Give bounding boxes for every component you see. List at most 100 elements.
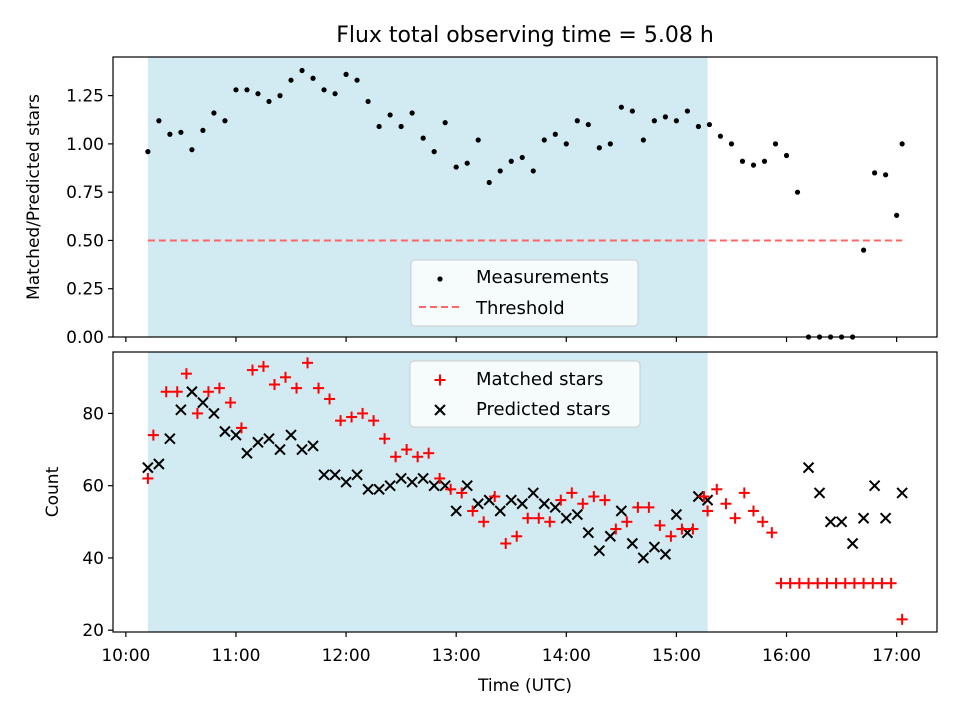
x-tick-label: 12:00 bbox=[322, 646, 371, 666]
predicted-star-marker bbox=[846, 537, 859, 550]
predicted-star-marker bbox=[802, 461, 815, 474]
measurement-point bbox=[860, 247, 867, 253]
matched-star-marker bbox=[147, 429, 159, 441]
measurement-point bbox=[508, 158, 514, 164]
matched-star-marker bbox=[738, 487, 750, 499]
measurement-point bbox=[299, 67, 305, 74]
predicted-star-marker bbox=[582, 526, 595, 539]
predicted-star-marker bbox=[384, 479, 396, 492]
matched-star-marker bbox=[511, 530, 523, 542]
marker-stroke bbox=[274, 443, 286, 456]
predicted-star-marker bbox=[670, 508, 683, 521]
marker-stroke bbox=[637, 552, 650, 564]
matched-star-marker bbox=[180, 368, 192, 380]
matched-star-marker bbox=[324, 393, 336, 405]
measurement-point bbox=[640, 137, 646, 143]
measurement-point bbox=[189, 147, 195, 153]
predicted-star-marker bbox=[879, 512, 892, 524]
marker-stroke bbox=[494, 505, 506, 517]
y-axis-label: Count bbox=[43, 466, 63, 517]
bottom-legend: Matched stars Predicted stars bbox=[409, 360, 641, 428]
marker-stroke bbox=[615, 505, 628, 517]
matched-star-marker bbox=[313, 382, 325, 394]
predicted-star-marker bbox=[373, 483, 385, 495]
predicted-star-marker bbox=[241, 447, 253, 459]
marker-stroke bbox=[835, 516, 848, 528]
marker-stroke bbox=[802, 461, 815, 474]
measurement-point bbox=[167, 131, 173, 137]
marker-stroke bbox=[813, 487, 826, 499]
predicted-star-marker bbox=[186, 386, 198, 398]
matched-star-marker bbox=[621, 516, 633, 528]
matched-star-marker bbox=[676, 523, 688, 535]
predicted-star-marker bbox=[516, 498, 528, 510]
marker-stroke bbox=[362, 483, 374, 495]
y-tick-label: 1.00 bbox=[66, 135, 104, 155]
matched-star-marker bbox=[803, 577, 815, 589]
predicted-star-marker bbox=[208, 407, 220, 420]
matched-star-marker bbox=[729, 512, 741, 524]
marker-stroke bbox=[670, 508, 683, 521]
legend-frame bbox=[409, 360, 641, 428]
predicted-star-marker bbox=[461, 479, 473, 492]
measurement-point bbox=[629, 108, 635, 114]
chart-title: Flux total observing time = 5.08 h bbox=[336, 23, 714, 48]
predicted-star-marker bbox=[406, 476, 418, 488]
matched-star-marker bbox=[876, 577, 888, 589]
x-tick-label: 14:00 bbox=[542, 646, 591, 666]
y-tick-label: 20 bbox=[82, 621, 104, 641]
x-tick-label: 13:00 bbox=[432, 646, 481, 666]
measurement-point bbox=[783, 152, 790, 159]
marker-stroke bbox=[461, 479, 473, 492]
matched-star-marker bbox=[747, 505, 759, 517]
marker-stroke bbox=[879, 512, 892, 524]
predicted-star-marker bbox=[285, 429, 297, 441]
matched-star-marker bbox=[522, 512, 534, 524]
measurement-point bbox=[453, 164, 459, 170]
x-tick-label: 17:00 bbox=[872, 646, 921, 666]
legend-label: Matched stars bbox=[476, 369, 603, 390]
measurement-point bbox=[883, 172, 889, 178]
predicted-star-marker bbox=[637, 552, 650, 564]
matched-star-marker bbox=[434, 472, 446, 484]
y-tick-label: 0.25 bbox=[66, 280, 104, 300]
measurement-point bbox=[398, 123, 404, 130]
measurement-point bbox=[354, 77, 360, 83]
measurement-point bbox=[178, 129, 184, 135]
marker-stroke bbox=[896, 487, 908, 499]
legend-marker bbox=[434, 374, 446, 386]
matched-star-marker bbox=[711, 483, 723, 495]
marker-stroke bbox=[197, 396, 209, 409]
measurement-point bbox=[894, 212, 900, 218]
matched-star-marker bbox=[401, 444, 413, 456]
y-tick-label: 0.50 bbox=[66, 231, 104, 251]
marker-stroke bbox=[857, 512, 870, 524]
legend-label: Threshold bbox=[475, 298, 565, 319]
marker-stroke bbox=[252, 436, 264, 449]
predicted-star-marker bbox=[857, 512, 870, 524]
measurement-point bbox=[244, 87, 250, 93]
measurement-point bbox=[497, 168, 503, 174]
predicted-star-marker bbox=[538, 498, 550, 510]
marker-stroke bbox=[186, 386, 198, 398]
predicted-star-marker bbox=[571, 508, 584, 521]
measurement-point bbox=[266, 98, 272, 105]
measurement-point bbox=[277, 93, 283, 99]
matched-star-marker bbox=[858, 577, 870, 589]
measurement-point bbox=[343, 71, 349, 77]
matched-star-marker bbox=[257, 360, 269, 372]
x-tick-label: 11:00 bbox=[211, 646, 260, 666]
matched-star-marker bbox=[687, 523, 699, 535]
marker-stroke bbox=[340, 476, 352, 488]
matched-star-marker bbox=[291, 382, 303, 394]
marker-stroke bbox=[571, 508, 584, 521]
measurement-point bbox=[552, 131, 558, 137]
measurement-point bbox=[794, 189, 801, 195]
matched-star-marker bbox=[445, 483, 457, 495]
predicted-star-marker bbox=[175, 404, 187, 416]
marker-stroke bbox=[296, 443, 308, 456]
measurement-point bbox=[464, 160, 470, 166]
measurement-point bbox=[255, 91, 261, 97]
x-axis-label: Time (UTC) bbox=[477, 676, 572, 696]
